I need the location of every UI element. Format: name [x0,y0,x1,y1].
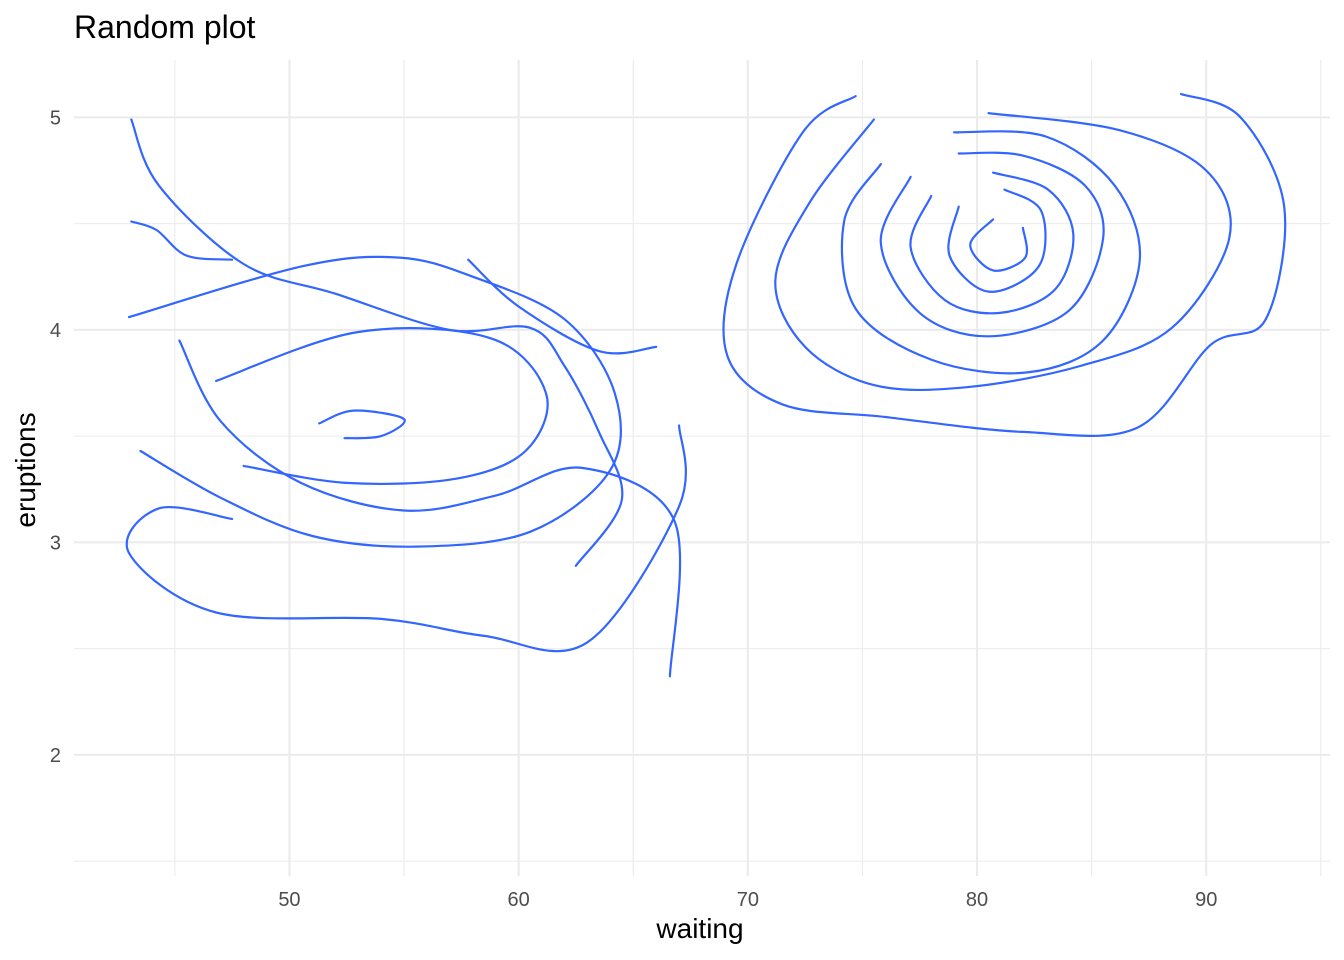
contour-line [127,255,622,548]
grid-layer [74,60,1330,876]
contour-line [722,92,1287,438]
contour-line [840,130,1142,375]
contour-line [130,220,234,261]
y-tick-label: 2 [50,745,61,767]
contour-line [467,258,658,355]
contour-line [879,151,1105,338]
y-axis-title: eruptions [10,412,41,527]
x-axis-title: waiting [655,913,743,944]
contour-line [774,112,1232,392]
y-tick-label: 5 [50,107,61,129]
contour-line [215,327,549,485]
y-tick-label: 3 [50,532,61,554]
contour-line [947,188,1047,293]
x-tick-label: 50 [278,889,300,911]
chart-title: Random plot [74,9,256,45]
x-tick-label: 70 [737,889,759,911]
contour-line [130,118,624,567]
x-tick-label: 90 [1195,889,1217,911]
y-tick-labels: 2 3 4 5 [50,107,61,767]
contour-line [909,171,1075,315]
x-tick-label: 80 [966,889,988,911]
contour-line [125,424,687,653]
x-tick-labels: 50 60 70 80 90 [278,889,1217,911]
contour-line [969,218,1029,272]
y-tick-label: 4 [50,320,61,342]
x-tick-label: 60 [508,889,530,911]
contour-layer [125,92,1287,678]
contour-line [178,339,682,678]
contour-line [318,409,406,440]
